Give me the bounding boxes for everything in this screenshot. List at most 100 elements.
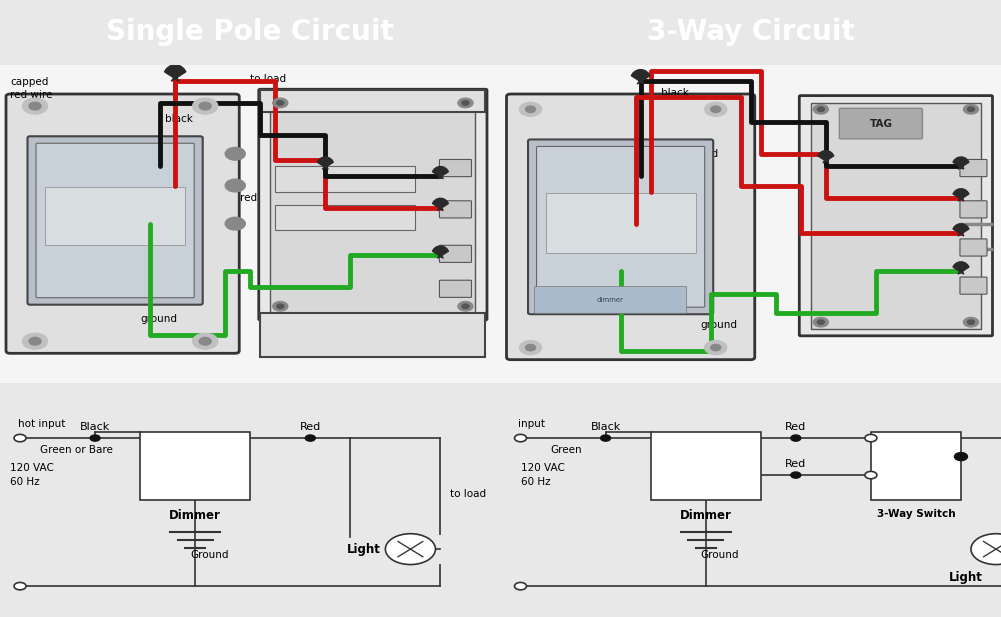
Circle shape: [14, 434, 26, 442]
Circle shape: [526, 106, 536, 112]
Circle shape: [225, 179, 245, 192]
Text: Green: Green: [551, 445, 583, 455]
Circle shape: [817, 320, 825, 325]
Bar: [140, 432, 250, 500]
Circle shape: [791, 435, 801, 441]
Circle shape: [705, 341, 727, 355]
Circle shape: [711, 106, 721, 112]
Circle shape: [813, 104, 829, 114]
Circle shape: [14, 582, 26, 590]
Circle shape: [515, 434, 527, 442]
Circle shape: [462, 304, 468, 308]
FancyBboxPatch shape: [439, 201, 471, 218]
Text: Light: Light: [949, 571, 983, 584]
Circle shape: [276, 304, 284, 308]
Polygon shape: [432, 246, 448, 259]
Text: dimmer: dimmer: [598, 297, 624, 303]
Bar: [871, 432, 961, 500]
Polygon shape: [432, 198, 448, 210]
Text: Red: Red: [299, 422, 321, 432]
Circle shape: [967, 107, 975, 112]
Circle shape: [305, 435, 315, 441]
FancyBboxPatch shape: [839, 109, 923, 139]
Bar: [270, 97, 475, 313]
Text: red: red: [240, 193, 257, 203]
Text: Dimmer: Dimmer: [680, 509, 732, 522]
FancyBboxPatch shape: [6, 94, 239, 354]
Polygon shape: [432, 167, 448, 179]
Circle shape: [22, 98, 48, 114]
Circle shape: [192, 98, 217, 114]
Bar: [651, 432, 761, 500]
Bar: [811, 103, 981, 328]
FancyBboxPatch shape: [28, 136, 202, 305]
Circle shape: [526, 344, 536, 350]
FancyBboxPatch shape: [960, 159, 987, 176]
Circle shape: [199, 337, 211, 345]
FancyBboxPatch shape: [36, 143, 194, 297]
Polygon shape: [953, 157, 969, 169]
Circle shape: [192, 333, 217, 349]
FancyBboxPatch shape: [439, 159, 471, 176]
Text: black: black: [661, 88, 689, 98]
Circle shape: [963, 317, 979, 327]
FancyBboxPatch shape: [799, 96, 993, 336]
FancyBboxPatch shape: [535, 286, 687, 313]
FancyBboxPatch shape: [960, 277, 987, 294]
Polygon shape: [953, 189, 969, 201]
FancyBboxPatch shape: [507, 94, 755, 360]
Polygon shape: [632, 70, 650, 84]
Circle shape: [705, 102, 727, 116]
Text: ground: ground: [140, 314, 177, 324]
Text: red: red: [686, 218, 703, 229]
Polygon shape: [953, 262, 969, 274]
Text: Dimmer: Dimmer: [169, 509, 221, 522]
FancyBboxPatch shape: [960, 239, 987, 256]
Bar: [260, 90, 485, 112]
Polygon shape: [317, 157, 333, 169]
Circle shape: [199, 102, 211, 110]
Circle shape: [22, 333, 48, 349]
Text: ground: ground: [701, 320, 738, 330]
Circle shape: [711, 344, 721, 350]
Text: Ground: Ground: [190, 550, 228, 560]
Circle shape: [272, 302, 288, 311]
Circle shape: [963, 104, 979, 114]
Circle shape: [520, 102, 542, 116]
Circle shape: [971, 534, 1001, 565]
Circle shape: [462, 101, 468, 105]
Bar: [275, 167, 415, 192]
Text: to load: to load: [250, 74, 286, 85]
Text: Black: Black: [591, 422, 621, 432]
Circle shape: [272, 98, 288, 108]
Text: hot input: hot input: [17, 419, 65, 429]
Text: Green or Bare: Green or Bare: [40, 445, 113, 455]
Circle shape: [515, 582, 527, 590]
Circle shape: [813, 317, 829, 327]
Circle shape: [457, 302, 472, 311]
Text: input: input: [519, 419, 545, 429]
Text: 120 VAC
60 Hz: 120 VAC 60 Hz: [10, 463, 54, 487]
Circle shape: [29, 102, 41, 110]
FancyBboxPatch shape: [529, 139, 713, 314]
Circle shape: [520, 341, 542, 355]
Circle shape: [865, 434, 877, 442]
Text: Red: Red: [785, 422, 807, 432]
Text: Single Pole Circuit: Single Pole Circuit: [106, 19, 394, 46]
FancyBboxPatch shape: [537, 146, 705, 307]
Text: 120 VAC
60 Hz: 120 VAC 60 Hz: [521, 463, 565, 487]
Text: red: red: [701, 149, 718, 159]
Text: TAG: TAG: [870, 118, 892, 128]
FancyBboxPatch shape: [258, 89, 487, 320]
Text: Red: Red: [785, 459, 807, 469]
Text: to load: to load: [450, 489, 486, 499]
Circle shape: [955, 453, 967, 460]
Bar: [45, 188, 185, 246]
Polygon shape: [818, 151, 834, 163]
Circle shape: [967, 320, 975, 325]
Circle shape: [276, 101, 284, 105]
Circle shape: [601, 435, 611, 441]
Polygon shape: [164, 65, 186, 81]
Text: capped
red wire: capped red wire: [10, 78, 52, 100]
Polygon shape: [953, 224, 969, 236]
